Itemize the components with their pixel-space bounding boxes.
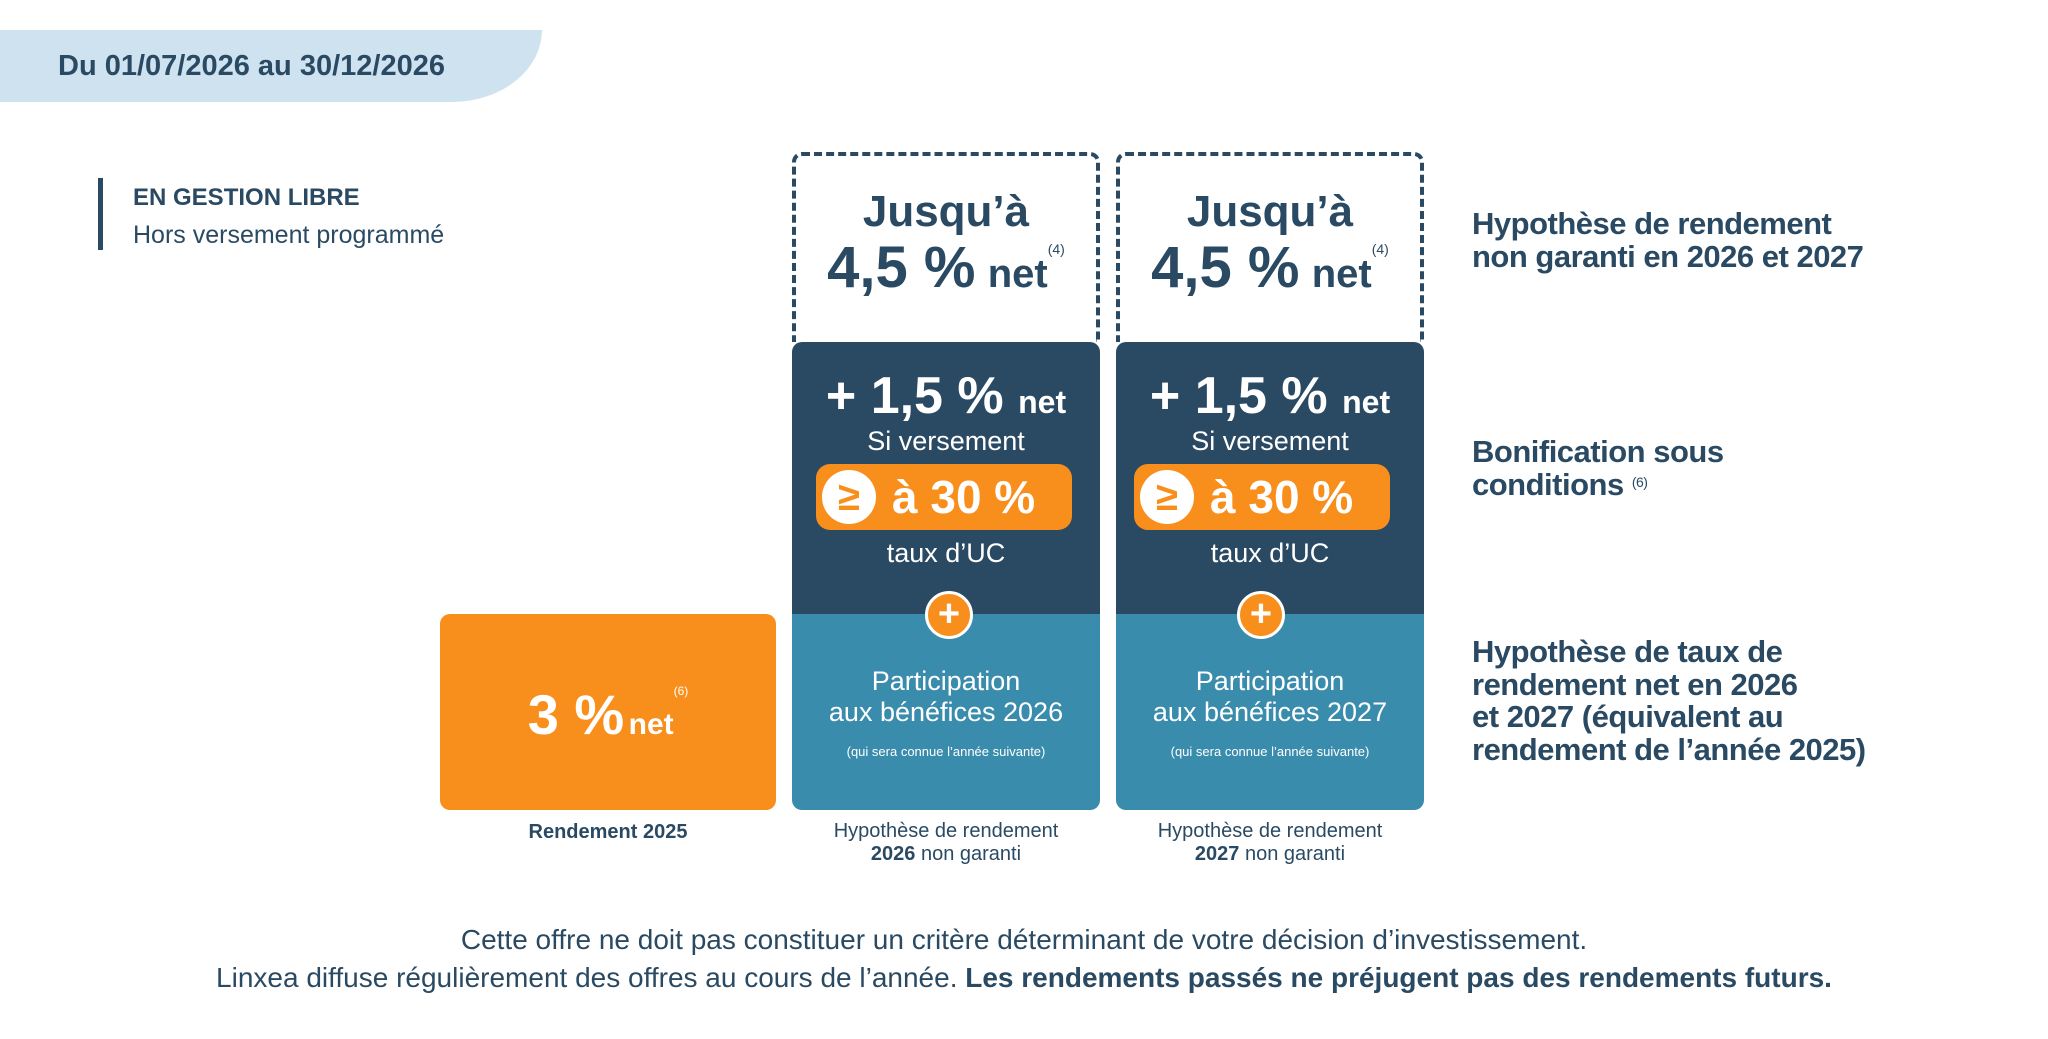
label-hypo1-line1: Hypothèse de rendement [1472, 206, 1832, 241]
column-1-bonus-value: + 1,5 % [825, 367, 1004, 425]
column-2-caption: Hypothèse de rendement 2027 non garanti [1116, 820, 1424, 866]
column-1-plus-icon: + [925, 591, 973, 639]
rendement-2025-caption: Rendement 2025 [528, 821, 688, 843]
column-2-top-ref: (4) [1371, 241, 1389, 258]
label-bonif-line1: Bonification sous [1472, 434, 1724, 469]
label-bonif-ref: (6) [1631, 473, 1648, 490]
column-2-participation-line2: aux bénéfices 2027 [1152, 697, 1388, 728]
column-2-plus-icon: + [1237, 591, 1285, 639]
rendement-2025-unit: net [628, 708, 674, 741]
column-2-participation-note: (qui sera connue l’année suivante) [1170, 744, 1370, 759]
period-text: Du 01/07/2026 au 30/12/2026 [58, 50, 445, 82]
mode-accent-bar [98, 178, 103, 250]
mode-title: EN GESTION LIBRE [133, 184, 360, 211]
column-1-participation-line1: Participation [871, 666, 1021, 696]
column-1-bonus-unit: net [1018, 384, 1067, 420]
column-2-threshold-text: à 30 % [1210, 471, 1354, 523]
column-1-top-value: 4,5 % [827, 235, 976, 301]
label-hypo2-and: et [1472, 699, 1507, 735]
column-1-threshold-pill: ≥ à 30 % [816, 464, 1072, 530]
footer-line2-normal: Linxea diffuse régulièrement des offres … [216, 962, 966, 993]
column-1-threshold-text: à 30 % [892, 471, 1036, 523]
column-2-participation-line1: Participation [1195, 666, 1345, 696]
column-1-bonus-box: + 1,5 % net Si versement ≥ à 30 % taux d… [792, 342, 1100, 614]
column-2-bonus-value: + 1,5 % [1149, 367, 1328, 425]
label-hypo1-year2: 2027 [1796, 238, 1864, 274]
mode-subtitle: Hors versement programmé [133, 221, 445, 249]
label-hypo1-and: et [1753, 238, 1797, 274]
label-hypo2-line4: rendement de l’année 2025) [1472, 731, 1866, 767]
label-hypo2-year1: 2026 [1730, 666, 1798, 702]
column-1-bonus-line3: taux d’UC [886, 538, 1006, 568]
column-2-top-line1: Jusqu’à [1186, 187, 1354, 236]
column-2-threshold-pill: ≥ à 30 % [1134, 464, 1390, 530]
rendement-2025-box: 3 % net (6) [440, 614, 776, 810]
label-bonif-line2: conditions [1472, 466, 1624, 502]
column-1-top-ref: (4) [1047, 241, 1065, 258]
greater-equal-icon: ≥ [1140, 470, 1194, 524]
column-1-caption-year: 2026 [870, 843, 916, 865]
label-hypo2-line1: Hypothèse de taux de [1472, 634, 1783, 669]
column-1-bonus-line2: Si versement [867, 426, 1025, 456]
label-hypothese-rendement: Hypothèse de rendement non garanti en 20… [1472, 206, 2032, 274]
column-1-top-box: Jusqu’à 4,5 % net(4) [792, 152, 1100, 342]
footer-line2-bold: Les rendements passés ne préjugent pas d… [965, 962, 1832, 993]
column-1-top-line1: Jusqu’à [862, 187, 1030, 236]
column-2-bonus-unit: net [1342, 384, 1391, 420]
column-1-caption-line1: Hypothèse de rendement [833, 820, 1059, 842]
column-2-caption-suffix: non garanti [1239, 843, 1346, 865]
label-hypo2-equiv: (équivalent au [1573, 699, 1784, 735]
column-2-caption-line1: Hypothèse de rendement [1157, 820, 1383, 842]
column-2-participation-box: Participation aux bénéfices 2027 (qui se… [1116, 614, 1424, 810]
label-bonification: Bonification sous conditions (6) [1472, 434, 2032, 502]
label-hypothese-taux: Hypothèse de taux de rendement net en 20… [1472, 634, 2032, 767]
column-1-caption-suffix: non garanti [915, 843, 1022, 865]
column-1-participation-box: Participation aux bénéfices 2026 (qui se… [792, 614, 1100, 810]
label-hypo2-year2: 2027 [1506, 699, 1574, 735]
period-banner: Du 01/07/2026 au 30/12/2026 [0, 30, 542, 102]
footer-line1: Cette offre ne doit pas constituer un cr… [460, 924, 1588, 955]
rendement-2025-value: 3 % [527, 683, 625, 746]
rendement-2025-ref: (6) [673, 684, 689, 698]
column-2-top-unit: net [1311, 252, 1372, 297]
greater-equal-icon: ≥ [822, 470, 876, 524]
footer-line2: Linxea diffuse régulièrement des offres … [0, 962, 2048, 994]
column-1-top-unit: net [987, 252, 1048, 297]
column-1-caption: Hypothèse de rendement 2026 non garanti [792, 820, 1100, 866]
label-hypo1-line2: non garanti en [1472, 238, 1687, 274]
column-2-bonus-box: + 1,5 % net Si versement ≥ à 30 % taux d… [1116, 342, 1424, 614]
column-2-bonus-line3: taux d’UC [1210, 538, 1330, 568]
column-1-participation-line2: aux bénéfices 2026 [828, 697, 1064, 728]
column-1-participation-note: (qui sera connue l’année suivante) [846, 744, 1046, 759]
column-2-caption-year: 2027 [1194, 843, 1240, 865]
column-2-top-value: 4,5 % [1151, 235, 1300, 301]
label-hypo2-line2: rendement net en [1472, 666, 1731, 702]
column-2-top-box: Jusqu’à 4,5 % net(4) [1116, 152, 1424, 342]
label-hypo1-year1: 2026 [1686, 238, 1754, 274]
column-2-bonus-line2: Si versement [1191, 426, 1349, 456]
